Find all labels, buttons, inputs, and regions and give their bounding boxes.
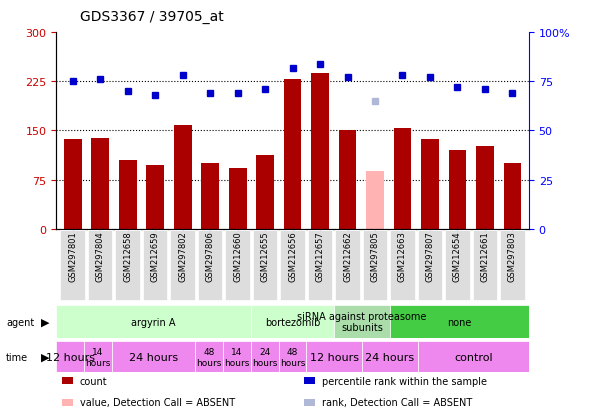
- Bar: [119, 161, 137, 229]
- FancyBboxPatch shape: [335, 305, 390, 339]
- FancyBboxPatch shape: [251, 305, 335, 339]
- FancyBboxPatch shape: [198, 230, 222, 300]
- Text: GSM297805: GSM297805: [371, 230, 379, 281]
- FancyBboxPatch shape: [60, 230, 85, 300]
- FancyBboxPatch shape: [445, 230, 470, 300]
- Text: ▶: ▶: [41, 352, 50, 362]
- Bar: [421, 140, 439, 229]
- Bar: [91, 139, 109, 229]
- FancyBboxPatch shape: [195, 342, 223, 373]
- Bar: [504, 164, 521, 229]
- FancyBboxPatch shape: [87, 230, 112, 300]
- Text: GSM212657: GSM212657: [316, 230, 324, 281]
- FancyBboxPatch shape: [418, 230, 442, 300]
- Text: GSM212659: GSM212659: [151, 230, 160, 281]
- FancyBboxPatch shape: [225, 230, 250, 300]
- Text: 14
hours: 14 hours: [224, 347, 249, 367]
- Text: 24 hours: 24 hours: [365, 352, 414, 362]
- Text: GSM212656: GSM212656: [288, 230, 297, 281]
- Text: GSM297803: GSM297803: [508, 230, 517, 281]
- FancyBboxPatch shape: [115, 230, 140, 300]
- Text: GSM297807: GSM297807: [426, 230, 434, 281]
- Bar: [174, 126, 191, 229]
- Text: GSM212663: GSM212663: [398, 230, 407, 281]
- Text: bortezomib: bortezomib: [265, 317, 320, 327]
- FancyBboxPatch shape: [418, 342, 529, 373]
- FancyBboxPatch shape: [335, 230, 360, 300]
- Text: count: count: [80, 376, 108, 386]
- FancyBboxPatch shape: [84, 342, 112, 373]
- Bar: [229, 169, 246, 229]
- Bar: [311, 74, 329, 229]
- Text: 12 hours: 12 hours: [46, 352, 95, 362]
- Bar: [366, 172, 384, 229]
- Text: 48
hours: 48 hours: [280, 347, 305, 367]
- Bar: [284, 80, 301, 229]
- FancyBboxPatch shape: [308, 230, 332, 300]
- Text: siRNA against proteasome
subunits: siRNA against proteasome subunits: [297, 311, 427, 332]
- Text: GSM297804: GSM297804: [96, 230, 105, 281]
- FancyBboxPatch shape: [362, 342, 418, 373]
- Bar: [449, 151, 466, 229]
- FancyBboxPatch shape: [56, 305, 251, 339]
- Text: 14
hours: 14 hours: [85, 347, 111, 367]
- Text: GSM212655: GSM212655: [261, 230, 269, 281]
- Bar: [64, 140, 82, 229]
- Text: 24 hours: 24 hours: [129, 352, 178, 362]
- Text: value, Detection Call = ABSENT: value, Detection Call = ABSENT: [80, 397, 235, 407]
- Text: GSM212658: GSM212658: [123, 230, 132, 281]
- Text: GSM212654: GSM212654: [453, 230, 462, 281]
- Bar: [256, 155, 274, 229]
- Bar: [146, 166, 164, 229]
- Text: rank, Detection Call = ABSENT: rank, Detection Call = ABSENT: [322, 397, 472, 407]
- Text: 48
hours: 48 hours: [196, 347, 222, 367]
- Text: GSM212662: GSM212662: [343, 230, 352, 281]
- Bar: [339, 131, 356, 229]
- FancyBboxPatch shape: [170, 230, 195, 300]
- FancyBboxPatch shape: [56, 342, 84, 373]
- FancyBboxPatch shape: [278, 342, 307, 373]
- Text: GSM212660: GSM212660: [233, 230, 242, 281]
- Text: GDS3367 / 39705_at: GDS3367 / 39705_at: [80, 10, 223, 24]
- Text: GSM297806: GSM297806: [206, 230, 215, 281]
- FancyBboxPatch shape: [363, 230, 387, 300]
- Bar: [394, 129, 411, 229]
- FancyBboxPatch shape: [390, 305, 529, 339]
- Bar: [201, 164, 219, 229]
- FancyBboxPatch shape: [112, 342, 195, 373]
- Text: none: none: [447, 317, 472, 327]
- FancyBboxPatch shape: [473, 230, 498, 300]
- Text: argyrin A: argyrin A: [131, 317, 176, 327]
- FancyBboxPatch shape: [390, 230, 415, 300]
- Text: GSM297802: GSM297802: [178, 230, 187, 281]
- Text: GSM297801: GSM297801: [68, 230, 77, 281]
- FancyBboxPatch shape: [500, 230, 525, 300]
- FancyBboxPatch shape: [251, 342, 278, 373]
- FancyBboxPatch shape: [253, 230, 277, 300]
- FancyBboxPatch shape: [307, 342, 362, 373]
- Text: time: time: [6, 352, 28, 362]
- Text: 24
hours: 24 hours: [252, 347, 277, 367]
- Text: percentile rank within the sample: percentile rank within the sample: [322, 376, 487, 386]
- Text: agent: agent: [6, 317, 34, 327]
- Text: GSM212661: GSM212661: [480, 230, 489, 281]
- FancyBboxPatch shape: [143, 230, 167, 300]
- Text: ▶: ▶: [41, 317, 50, 327]
- Text: 12 hours: 12 hours: [310, 352, 359, 362]
- FancyBboxPatch shape: [223, 342, 251, 373]
- Bar: [476, 147, 494, 229]
- Text: control: control: [454, 352, 493, 362]
- FancyBboxPatch shape: [280, 230, 305, 300]
